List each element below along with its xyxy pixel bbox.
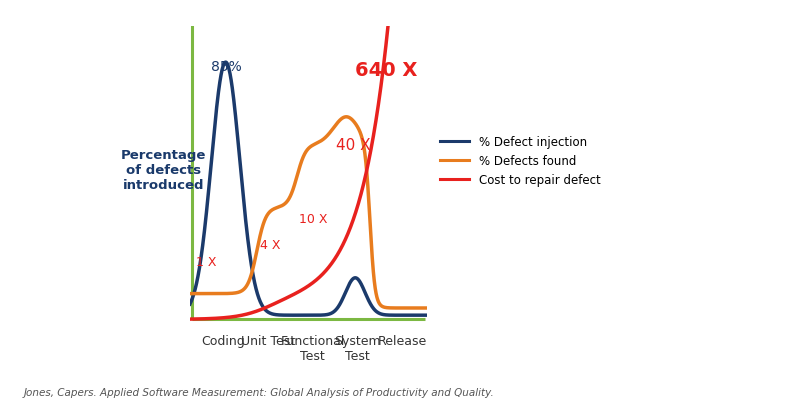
Text: 640 X: 640 X bbox=[355, 61, 418, 80]
Text: 10 X: 10 X bbox=[298, 213, 327, 226]
Text: 40 X: 40 X bbox=[336, 137, 370, 152]
Text: 85%: 85% bbox=[211, 60, 242, 74]
Text: 1 X: 1 X bbox=[196, 256, 217, 269]
Legend: % Defect injection, % Defects found, Cost to repair defect: % Defect injection, % Defects found, Cos… bbox=[435, 131, 605, 192]
Text: 4 X: 4 X bbox=[260, 239, 281, 252]
Text: Jones, Capers. Applied Software Measurement: Global Analysis of Productivity and: Jones, Capers. Applied Software Measurem… bbox=[24, 387, 494, 397]
Text: Percentage
of defects
introduced: Percentage of defects introduced bbox=[121, 149, 206, 192]
